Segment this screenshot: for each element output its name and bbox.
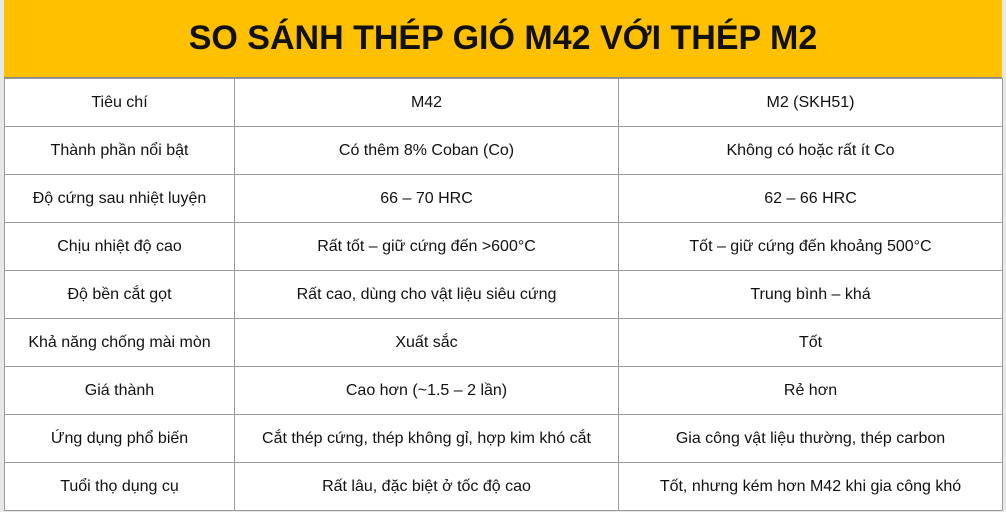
table-cell: M2 (SKH51): [618, 78, 1003, 127]
table-row: Giá thành Cao hơn (~1.5 – 2 lần) Rẻ hơn: [4, 366, 1003, 415]
table-cell: Thành phần nổi bật: [4, 126, 235, 175]
table-cell: Chịu nhiệt độ cao: [4, 222, 235, 271]
table-cell: Không có hoặc rất ít Co: [618, 126, 1003, 175]
table-cell: Cao hơn (~1.5 – 2 lần): [234, 366, 619, 415]
table-body: Tiêu chí M42 M2 (SKH51) Thành phần nổi bật C…: [4, 78, 1003, 511]
table-cell: Ứng dụng phổ biến: [4, 414, 235, 463]
table-cell: Rất lâu, đặc biệt ở tốc độ cao: [234, 462, 619, 511]
table-cell: Trung bình – khá: [618, 270, 1003, 319]
table-cell: Rất cao, dùng cho vật liệu siêu cứng: [234, 270, 619, 319]
table-cell: Cắt thép cứng, thép không gỉ, hợp kim kh…: [234, 414, 619, 463]
table-row: Ứng dụng phổ biến Cắt thép cứng, thép khô…: [4, 414, 1003, 463]
sheet: SO SÁNH THÉP GIÓ M42 VỚI THÉP M2 Tiêu ch…: [4, 0, 1003, 511]
table-row: Độ bền cắt gọt Rất cao, dùng cho vật liệu…: [4, 270, 1003, 319]
table-cell: 62 – 66 HRC: [618, 174, 1003, 223]
comparison-table: Tiêu chí M42 M2 (SKH51) Thành phần nổi bật C…: [4, 78, 1003, 511]
table-cell: Rất tốt – giữ cứng đến >600°C: [234, 222, 619, 271]
table-cell: 66 – 70 HRC: [234, 174, 619, 223]
table-cell: Gia công vật liệu thường, thép carbon: [618, 414, 1003, 463]
table-cell: Tốt – giữ cứng đến khoảng 500°C: [618, 222, 1003, 271]
table-cell: Tiêu chí: [4, 78, 235, 127]
table-cell: Độ cứng sau nhiệt luyện: [4, 174, 235, 223]
table-row: Chịu nhiệt độ cao Rất tốt – giữ cứng đến …: [4, 222, 1003, 271]
table-row: Độ cứng sau nhiệt luyện 66 – 70 HRC 62 – 6…: [4, 174, 1003, 223]
header-row: Tiêu chí M42 M2 (SKH51): [4, 78, 1003, 127]
table-cell: Có thêm 8% Coban (Co): [234, 126, 619, 175]
table-cell: Tuổi thọ dụng cụ: [4, 462, 235, 511]
table-cell: Rẻ hơn: [618, 366, 1003, 415]
table-cell: Tốt: [618, 318, 1003, 367]
table-cell: Tốt, nhưng kém hơn M42 khi gia công khó: [618, 462, 1003, 511]
table-cell: Giá thành: [4, 366, 235, 415]
table-cell: Độ bền cắt gọt: [4, 270, 235, 319]
table-row: Thành phần nổi bật Có thêm 8% Coban (Co) K…: [4, 126, 1003, 175]
title: SO SÁNH THÉP GIÓ M42 VỚI THÉP M2: [4, 0, 1002, 78]
table-cell: M42: [234, 78, 619, 127]
table-cell: Xuất sắc: [234, 318, 619, 367]
table-row: Tuổi thọ dụng cụ Rất lâu, đặc biệt ở tốc …: [4, 462, 1003, 511]
table-row: Khả năng chống mài mòn Xuất sắc Tốt: [4, 318, 1003, 367]
table-cell: Khả năng chống mài mòn: [4, 318, 235, 367]
